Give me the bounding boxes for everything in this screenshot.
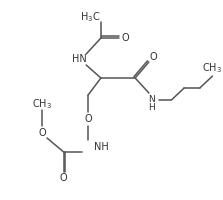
Text: O: O bbox=[60, 173, 68, 183]
Text: $\mathregular{CH_3}$: $\mathregular{CH_3}$ bbox=[32, 97, 52, 111]
Text: NH: NH bbox=[94, 142, 109, 152]
Text: $\mathregular{CH_3}$: $\mathregular{CH_3}$ bbox=[202, 61, 222, 75]
Text: O: O bbox=[122, 33, 129, 43]
Text: O: O bbox=[84, 114, 92, 124]
Text: O: O bbox=[38, 128, 46, 138]
Text: $\mathregular{H_3}$C: $\mathregular{H_3}$C bbox=[80, 10, 100, 24]
Text: O: O bbox=[150, 52, 158, 62]
Text: N: N bbox=[149, 96, 155, 104]
Text: H: H bbox=[149, 102, 155, 112]
Text: HN: HN bbox=[72, 54, 87, 64]
